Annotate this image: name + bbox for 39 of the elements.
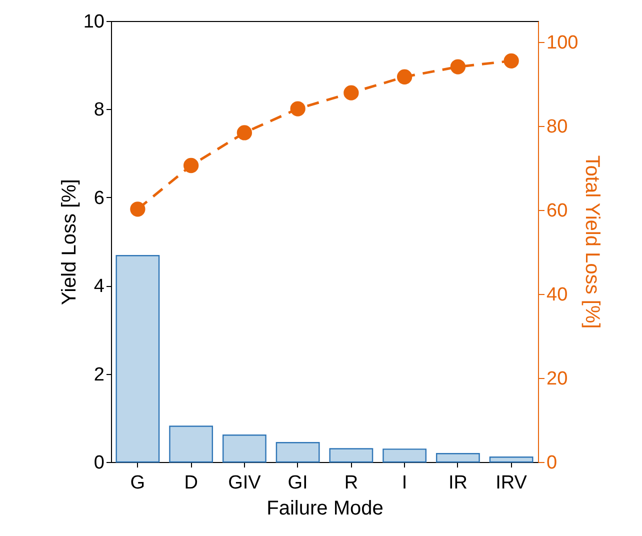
y-tick-label: 0 xyxy=(94,452,104,474)
bar xyxy=(436,453,480,463)
bar xyxy=(489,456,534,463)
point xyxy=(130,202,146,217)
y-tick-label: 4 xyxy=(94,276,105,298)
point xyxy=(344,85,359,100)
y2-tick-label: 20 xyxy=(546,368,568,390)
point xyxy=(183,158,199,174)
point xyxy=(290,101,306,116)
x-tick-label: GI xyxy=(288,472,308,494)
x-axis-title: Failure Mode xyxy=(266,498,384,520)
y-tick-label: 6 xyxy=(94,188,104,209)
bar xyxy=(116,255,160,463)
x-tick-label: G xyxy=(130,472,146,494)
x-tick-label: GIV xyxy=(228,472,262,494)
y-tick-label: 10 xyxy=(83,12,104,32)
x-tick-label: IRV xyxy=(496,472,528,494)
x-tick-label: IR xyxy=(448,472,468,494)
y2-tick-label: 60 xyxy=(546,200,568,222)
point xyxy=(396,69,412,84)
bar xyxy=(169,426,214,463)
x-tick-label: R xyxy=(344,472,358,494)
point xyxy=(236,125,252,140)
y-tick-label: 2 xyxy=(94,364,104,386)
y2-tick-label: 80 xyxy=(546,116,568,138)
y-axis-title: Yield Loss [%] xyxy=(58,179,80,305)
y2-tick-label: 0 xyxy=(546,452,558,474)
bar xyxy=(222,434,266,463)
bar xyxy=(382,448,427,463)
bar xyxy=(276,442,320,463)
point xyxy=(504,53,519,68)
y2-axis-title: Total Yield Loss [%] xyxy=(581,155,604,329)
point xyxy=(450,59,466,74)
bar xyxy=(329,448,374,463)
y-tick-label: 8 xyxy=(94,100,104,121)
x-tick-label: D xyxy=(184,472,198,494)
y2-tick-label: 40 xyxy=(546,284,568,306)
y2-tick-label: 100 xyxy=(546,32,578,54)
x-tick-label: I xyxy=(402,472,408,494)
